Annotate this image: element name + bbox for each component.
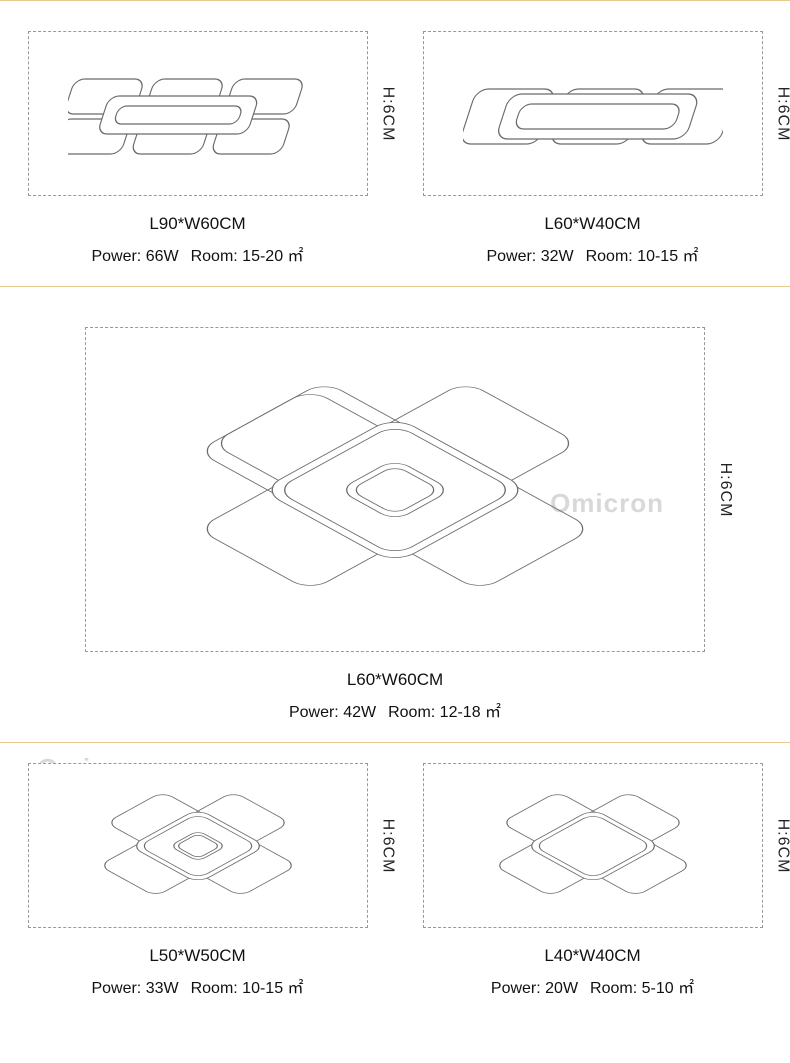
lamp-square-5-icon (68, 771, 328, 921)
height-label: H:6CM (774, 818, 790, 873)
spec-line: Power: 33W Room: 10-15 ㎡ (28, 974, 368, 998)
power-text: Power: 66W (91, 248, 178, 265)
bottom-row: Omicron (0, 743, 790, 1018)
top-row: H:6CM L90*W60CM Power: 66W Room: 15-20 ㎡ (0, 0, 790, 287)
height-label: H:6CM (774, 86, 790, 141)
height-label: H:6CM (379, 86, 397, 141)
room-text: Room: 5-10 ㎡ (590, 980, 694, 997)
power-text: Power: 32W (486, 248, 573, 265)
height-label: H:6CM (716, 462, 734, 517)
diagram-box: H:6CM (423, 763, 763, 928)
size-label: L40*W40CM (423, 946, 763, 966)
size-label: L60*W40CM (423, 214, 763, 234)
mid-section: Omicron Omicron (0, 287, 790, 743)
diagram-box: H:6CM (28, 763, 368, 928)
spec-line: Power: 42W Room: 12-18 ㎡ (85, 698, 705, 722)
lamp-rect-3-icon (463, 54, 723, 174)
spec-line: Power: 20W Room: 5-10 ㎡ (423, 974, 763, 998)
product-panel-4: Omicron (28, 763, 368, 998)
size-label: L60*W60CM (85, 670, 705, 690)
product-panel-2: H:6CM L60*W40CM Power: 32W Room: 10-15 ㎡ (423, 31, 763, 266)
lamp-rect-6-icon (68, 54, 328, 174)
product-panel-1: H:6CM L90*W60CM Power: 66W Room: 15-20 ㎡ (28, 31, 368, 266)
diagram-box: H:6CM (423, 31, 763, 196)
product-panel-3: Omicron Omicron (85, 327, 705, 722)
lamp-square-5-icon (135, 340, 655, 640)
spec-line: Power: 32W Room: 10-15 ㎡ (423, 242, 763, 266)
size-label: L50*W50CM (28, 946, 368, 966)
room-text: Room: 10-15 ㎡ (586, 248, 699, 265)
lamp-square-5-icon (463, 771, 723, 921)
product-panel-5: H:6CM L40*W40CM Power: 20W Room: 5-10 ㎡ (423, 763, 763, 998)
power-text: Power: 33W (91, 980, 178, 997)
diagram-box: H:6CM (28, 31, 368, 196)
diagram-box: Omicron (85, 327, 705, 652)
height-label: H:6CM (379, 818, 397, 873)
size-label: L90*W60CM (28, 214, 368, 234)
room-text: Room: 12-18 ㎡ (388, 704, 501, 721)
power-text: Power: 20W (491, 980, 578, 997)
spec-line: Power: 66W Room: 15-20 ㎡ (28, 242, 368, 266)
room-text: Room: 10-15 ㎡ (191, 980, 304, 997)
power-text: Power: 42W (289, 704, 376, 721)
room-text: Room: 15-20 ㎡ (191, 248, 304, 265)
